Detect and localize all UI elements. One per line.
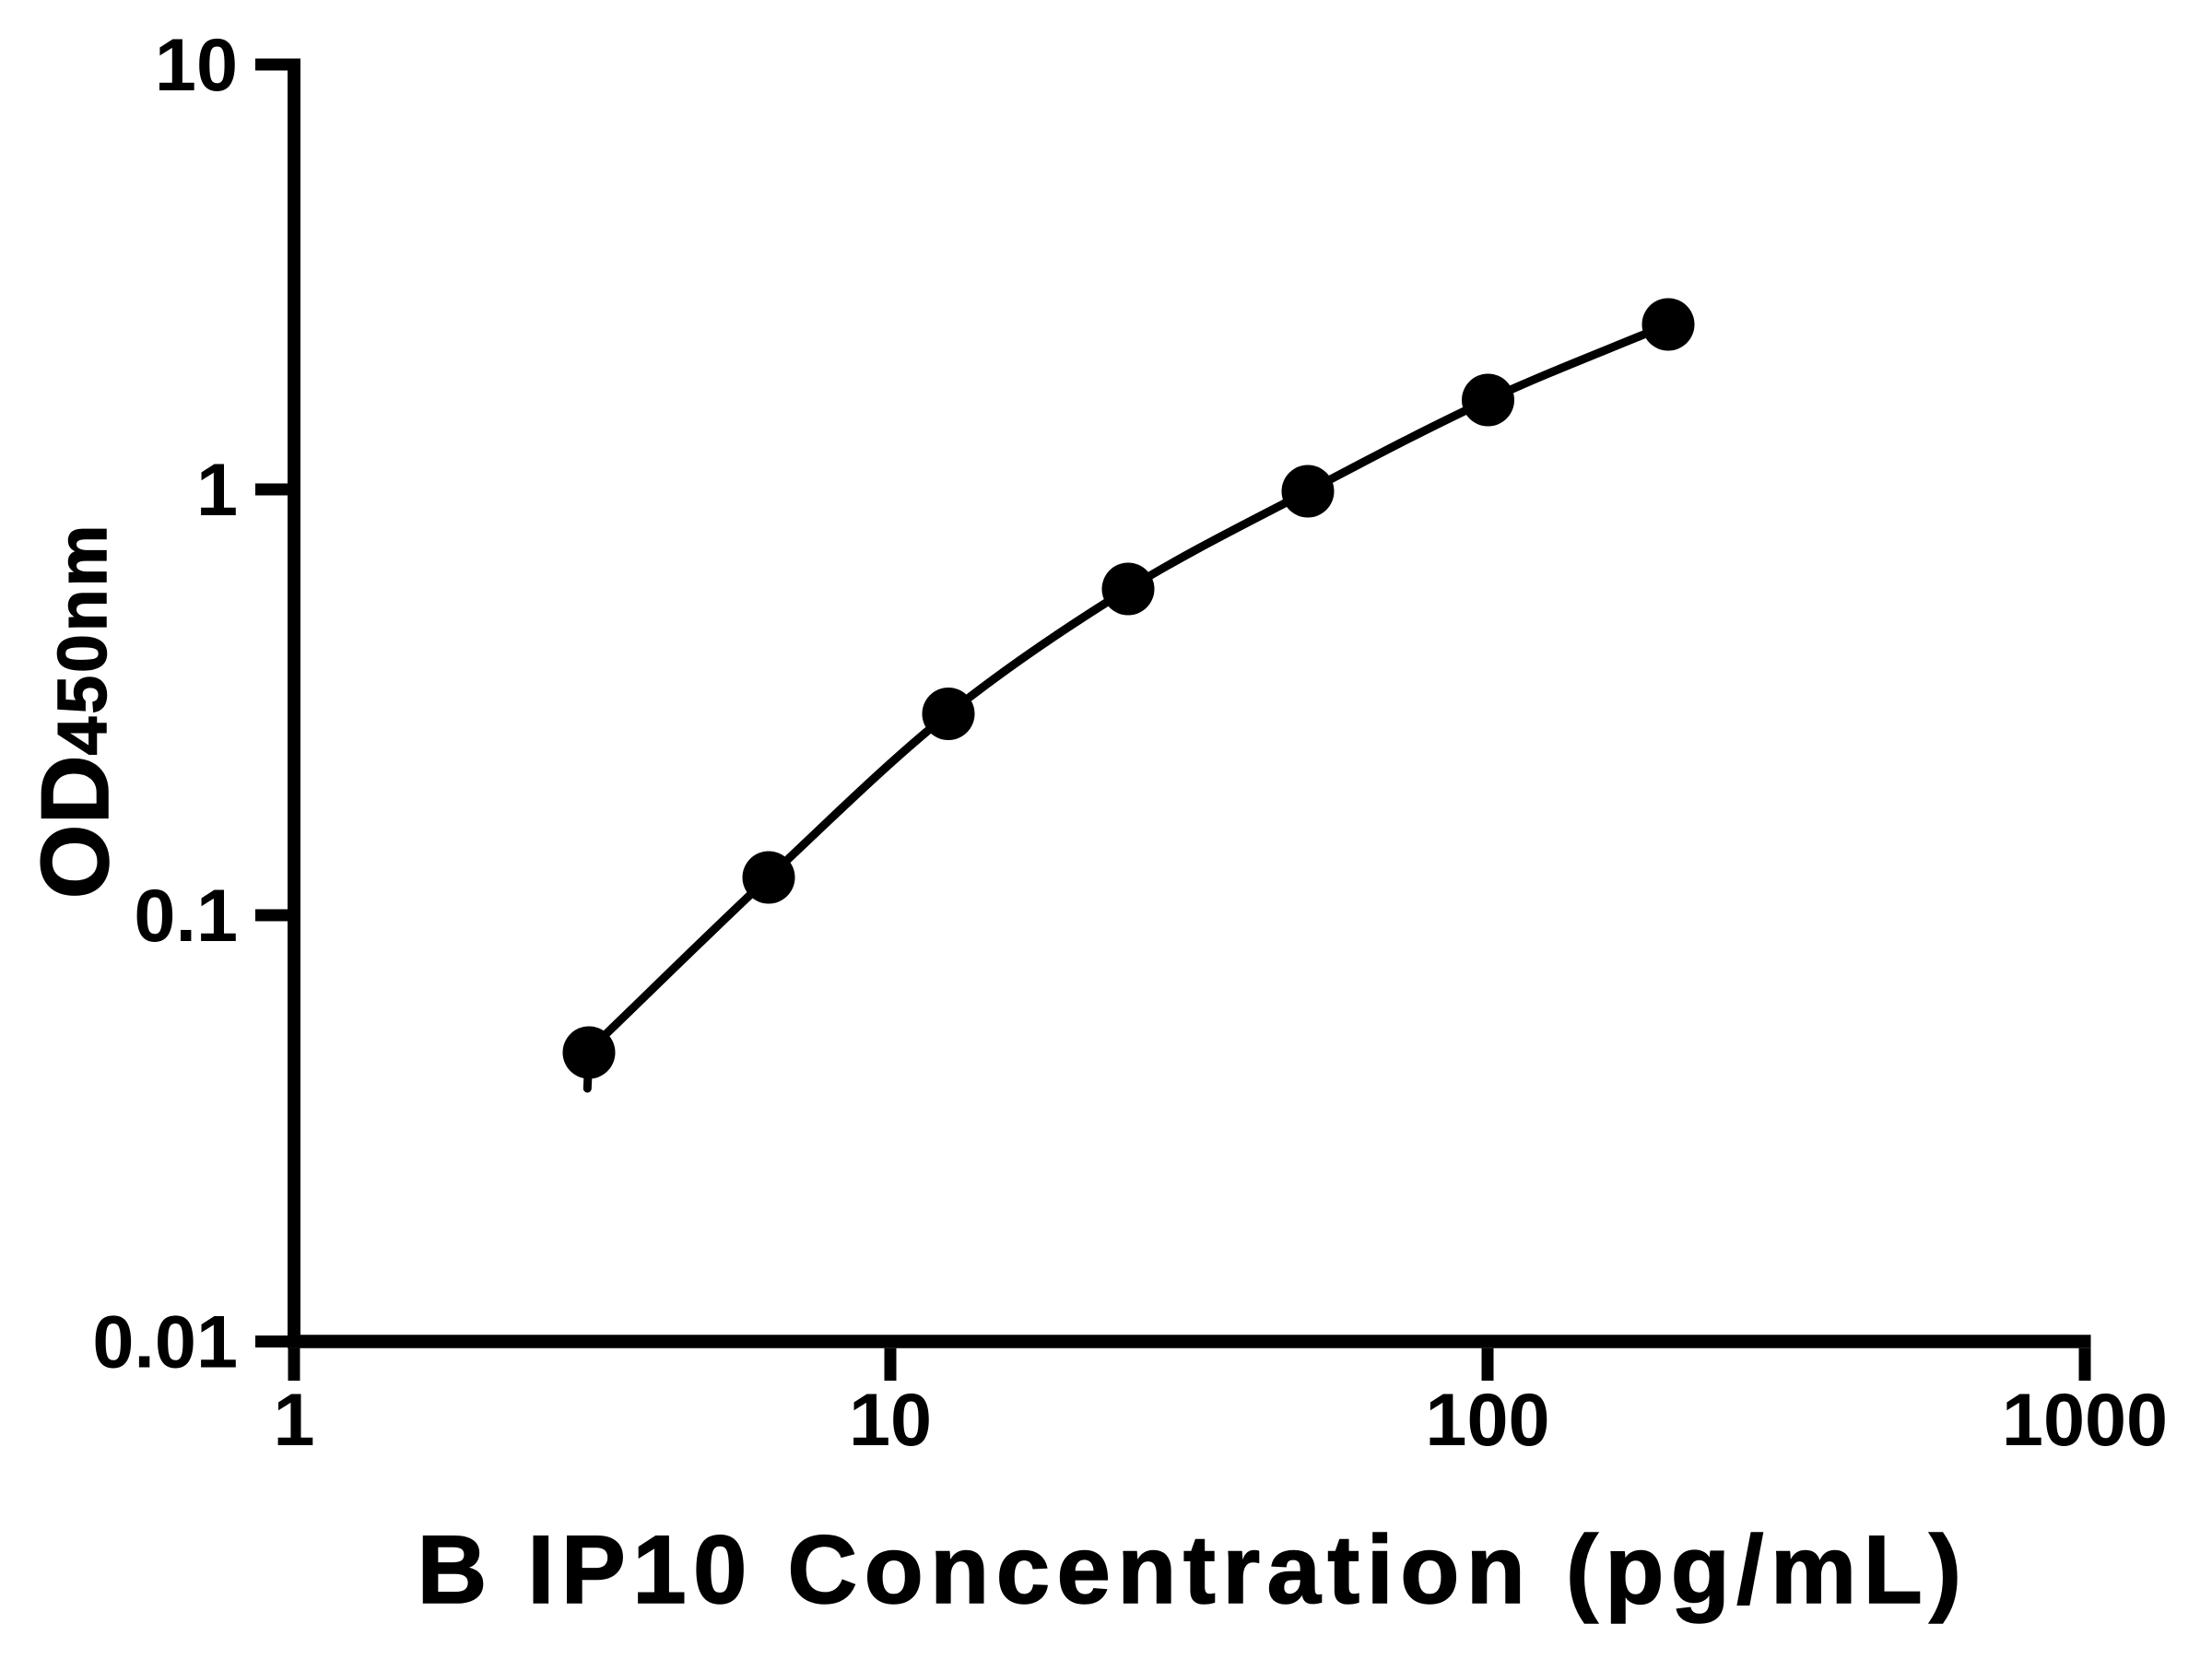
svg-text:1: 1 [196,449,238,532]
svg-text:1000: 1000 [2002,1379,2168,1462]
svg-text:0.1: 0.1 [134,875,238,958]
svg-text:B IP10 Concentration (pg/mL): B IP10 Concentration (pg/mL) [417,1516,1968,1624]
svg-text:1: 1 [273,1379,314,1462]
svg-text:10: 10 [155,24,238,107]
svg-text:100: 100 [1425,1379,1549,1462]
svg-text:10: 10 [849,1379,932,1462]
svg-text:0.01: 0.01 [92,1301,238,1384]
